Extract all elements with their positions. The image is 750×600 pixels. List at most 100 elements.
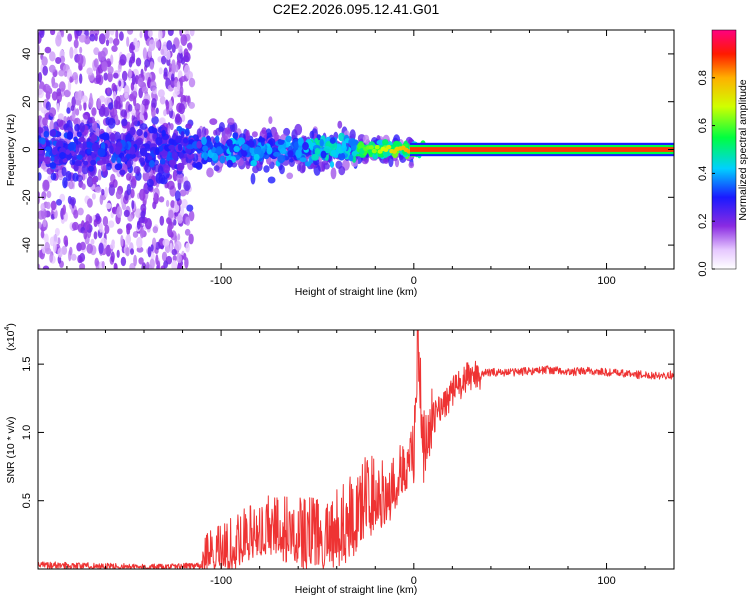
- spectrogram-blob: [42, 265, 50, 269]
- spectrogram-blob: [71, 221, 79, 231]
- x-tick-label: 0: [411, 575, 417, 587]
- spectrogram-blob: [146, 178, 154, 188]
- spectrogram-blob: [119, 54, 127, 66]
- spectrogram-blob: [42, 65, 48, 76]
- spectrogram-blob: [38, 263, 41, 269]
- spectrogram-blob: [174, 190, 181, 202]
- spectrogram-blob: [57, 247, 63, 258]
- spectrogram-blob: [213, 165, 220, 172]
- spectrogram-blob: [118, 80, 122, 87]
- spectrogram-blob: [93, 47, 100, 56]
- spectrogram-blob: [139, 123, 148, 130]
- spectrogram-blob: [161, 129, 166, 137]
- spectrogram-blob: [51, 147, 58, 156]
- spectrogram-blob: [97, 169, 102, 181]
- spectrogram-blob: [155, 107, 159, 115]
- spectrogram-blob: [71, 96, 76, 108]
- spectrogram-blob: [176, 253, 182, 264]
- spectrogram-blob: [38, 88, 44, 99]
- spectrogram-blob: [330, 149, 337, 156]
- spectrogram-blob: [55, 57, 62, 64]
- spectrogram-blob: [129, 126, 136, 136]
- spectrogram-blob: [248, 140, 255, 148]
- spectrogram-blob: [69, 76, 73, 83]
- spectrogram-blob: [46, 167, 54, 175]
- spectrogram-blob: [127, 30, 134, 35]
- spectrogram-blob: [174, 39, 180, 47]
- spectrogram-blob: [135, 208, 142, 218]
- spectrogram-blob: [79, 256, 83, 264]
- spectrogram-blob: [136, 220, 141, 230]
- spectrogram-blob: [101, 61, 108, 72]
- spectrogram-blob: [349, 129, 356, 141]
- spectrogram-blob: [299, 157, 307, 163]
- spectrogram-blob: [160, 149, 168, 157]
- spectrogram-blob: [119, 169, 126, 176]
- spectrogram-blob: [120, 194, 125, 206]
- spectrogram-blob: [50, 200, 57, 211]
- spectrogram-blob: [203, 152, 208, 161]
- spectrogram-blob: [274, 131, 279, 143]
- spectrogram-blob: [89, 92, 93, 104]
- spectrogram-blob: [97, 148, 106, 157]
- y-tick-label: 1.0: [21, 425, 33, 440]
- spectrogram-blob: [114, 263, 118, 269]
- spectrogram-blob: [151, 98, 157, 109]
- spectrogram-blob: [311, 153, 319, 161]
- spectrogram-blob: [167, 224, 172, 237]
- spectrogram-blob: [108, 184, 116, 196]
- spectrogram-blob: [75, 108, 80, 116]
- spectrogram-blob: [96, 160, 104, 166]
- spectrogram-blob: [295, 149, 302, 159]
- spectrogram-blob: [180, 131, 185, 138]
- spectrogram-blob: [90, 159, 97, 166]
- spectrogram-blob: [50, 172, 57, 181]
- spectrogram-blob: [178, 45, 183, 54]
- spectrogram-blob: [179, 85, 184, 97]
- spectrogram-blob: [54, 227, 60, 237]
- spectrogram-ticks: -100 0 100 -40 -20 0 20 40: [21, 30, 674, 287]
- spectrogram-blob: [77, 53, 84, 66]
- spectrogram-blob: [218, 122, 225, 132]
- x-tick-label: -100: [210, 275, 232, 287]
- spectrogram-blob: [152, 127, 158, 134]
- spectrogram-blob: [233, 145, 240, 153]
- spectrogram-blob: [111, 207, 116, 214]
- spectrogram-blob: [174, 240, 182, 251]
- spectrogram-blob: [43, 156, 51, 165]
- spectrogram-blob: [329, 137, 336, 144]
- spectrogram-blob: [155, 40, 161, 49]
- y-tick-label: -40: [21, 237, 33, 253]
- spectrogram-blob: [76, 154, 83, 161]
- spectrogram-blob: [65, 149, 71, 155]
- spectrogram-blob: [139, 147, 148, 157]
- spectrogram-blob: [157, 260, 161, 269]
- spectrogram-blob: [135, 41, 140, 49]
- spectrogram-blob: [49, 162, 57, 169]
- spectrogram-blob: [92, 121, 98, 131]
- spectrogram-blob: [131, 200, 135, 210]
- spectrogram-blob: [163, 109, 167, 117]
- spectrogram-blob: [49, 51, 56, 62]
- spectrogram-blob: [43, 130, 50, 138]
- spectrogram-blob: [93, 58, 99, 68]
- spectrogram-blob: [111, 82, 117, 92]
- spectrogram-blob: [279, 148, 287, 155]
- spectrogram-blob: [129, 56, 136, 64]
- spectrogram-blob: [144, 58, 150, 68]
- spectrogram-blob: [71, 110, 76, 121]
- spectrogram-blob: [63, 123, 70, 131]
- spectrogram-blob: [142, 171, 150, 182]
- spectrogram-blob: [187, 42, 193, 51]
- spectrogram-blob: [38, 159, 42, 169]
- spectrogram-blob: [152, 131, 157, 142]
- spectrogram-blob: [314, 137, 319, 144]
- spectrogram-blob: [337, 120, 343, 129]
- spectrogram-blob: [348, 138, 357, 147]
- colorbar: 0.0 0.2 0.4 0.6 0.8 Normalized spectral ampl…: [697, 29, 749, 277]
- colorbar-tick-label: 0.4: [697, 166, 709, 181]
- spectrogram-blob: [90, 238, 95, 245]
- spectrogram-blob: [368, 145, 374, 150]
- spectrogram-blob: [83, 101, 87, 111]
- spectrogram-blob: [371, 148, 377, 154]
